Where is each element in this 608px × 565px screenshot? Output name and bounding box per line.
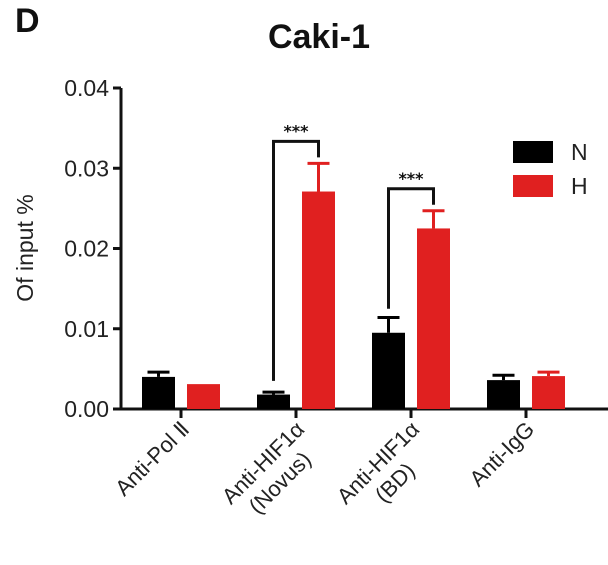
x-tick-label: Anti-HIF1α(BD)	[332, 416, 425, 509]
x-tick-label: Anti-IgG	[464, 417, 539, 492]
y-axis-label: Of input %	[12, 194, 38, 301]
panel-label: D	[15, 2, 40, 40]
bar-H	[417, 228, 450, 409]
x-tick-label-line: Anti-IgG	[464, 417, 539, 492]
legend-swatch-H	[513, 175, 553, 197]
y-tick-label: 0.01	[64, 316, 109, 342]
bar-N	[257, 394, 290, 409]
x-tick-label-line: Anti-Pol Ⅱ	[110, 417, 194, 501]
legend-swatch-N	[513, 141, 553, 163]
bar-H	[187, 384, 220, 409]
chart-title: Caki-1	[267, 18, 371, 56]
legend-label-N: N	[571, 139, 588, 165]
bar-H	[532, 376, 565, 409]
bar-N	[142, 376, 175, 409]
significance-label: ***	[398, 169, 424, 188]
y-tick-label: 0.04	[64, 75, 109, 101]
y-tick-label: 0.00	[64, 396, 109, 422]
significance-bracket	[387, 187, 435, 309]
bar-N	[487, 380, 520, 409]
y-tick-label: 0.03	[64, 155, 109, 181]
x-tick-label: Anti-HIF1α(Novus)	[217, 416, 316, 518]
significance-bracket	[272, 139, 320, 381]
x-tick-label: Anti-Pol Ⅱ	[110, 417, 194, 501]
bar-H	[302, 191, 335, 409]
bar-N	[372, 332, 405, 409]
y-tick-label: 0.02	[64, 236, 109, 262]
legend-label-H: H	[571, 173, 588, 199]
significance-label: ***	[283, 121, 309, 140]
